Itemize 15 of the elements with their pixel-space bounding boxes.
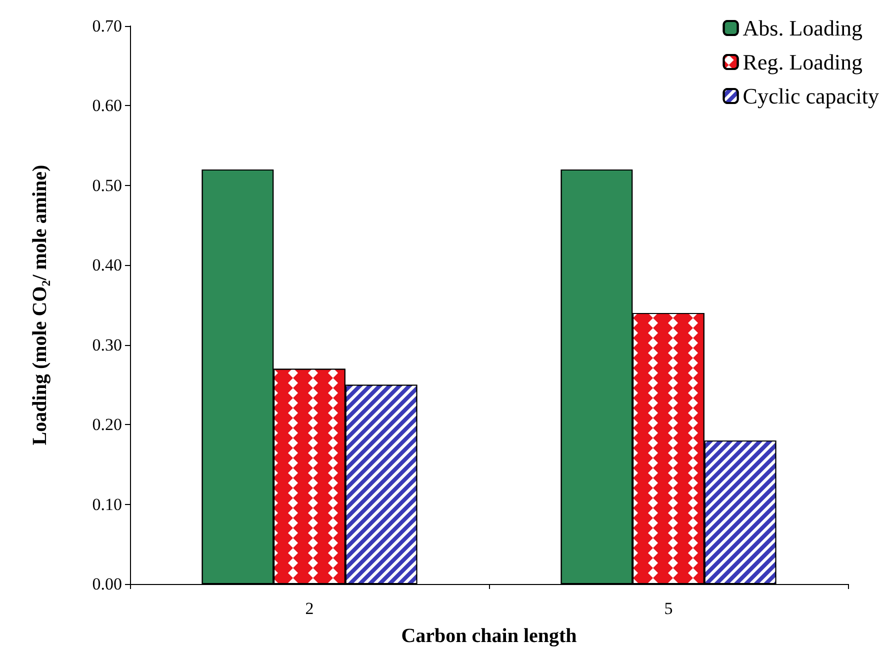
y-tick-label: 0.60 [92, 96, 122, 116]
y-tick-label: 0.40 [92, 256, 122, 275]
y-axis-title: Loading (mole CO₂/ mole amine) [29, 164, 51, 446]
x-tick-label: 2 [305, 599, 314, 618]
legend-label: Cyclic capacity [742, 84, 880, 108]
x-tick-label: 5 [664, 599, 673, 618]
legend-label: Reg. Loading [742, 50, 863, 74]
y-tick-label: 0.30 [92, 335, 122, 354]
y-tick-label: 0.50 [92, 176, 122, 195]
y-tick-label: 0.10 [92, 494, 122, 514]
y-tick-label: 0.70 [92, 16, 122, 36]
y-tick-label: 0.20 [92, 415, 122, 434]
legend-label: Abs. Loading [742, 16, 863, 40]
x-axis-title: Carbon chain length [401, 625, 577, 647]
y-tick-label: 0.00 [92, 574, 122, 594]
